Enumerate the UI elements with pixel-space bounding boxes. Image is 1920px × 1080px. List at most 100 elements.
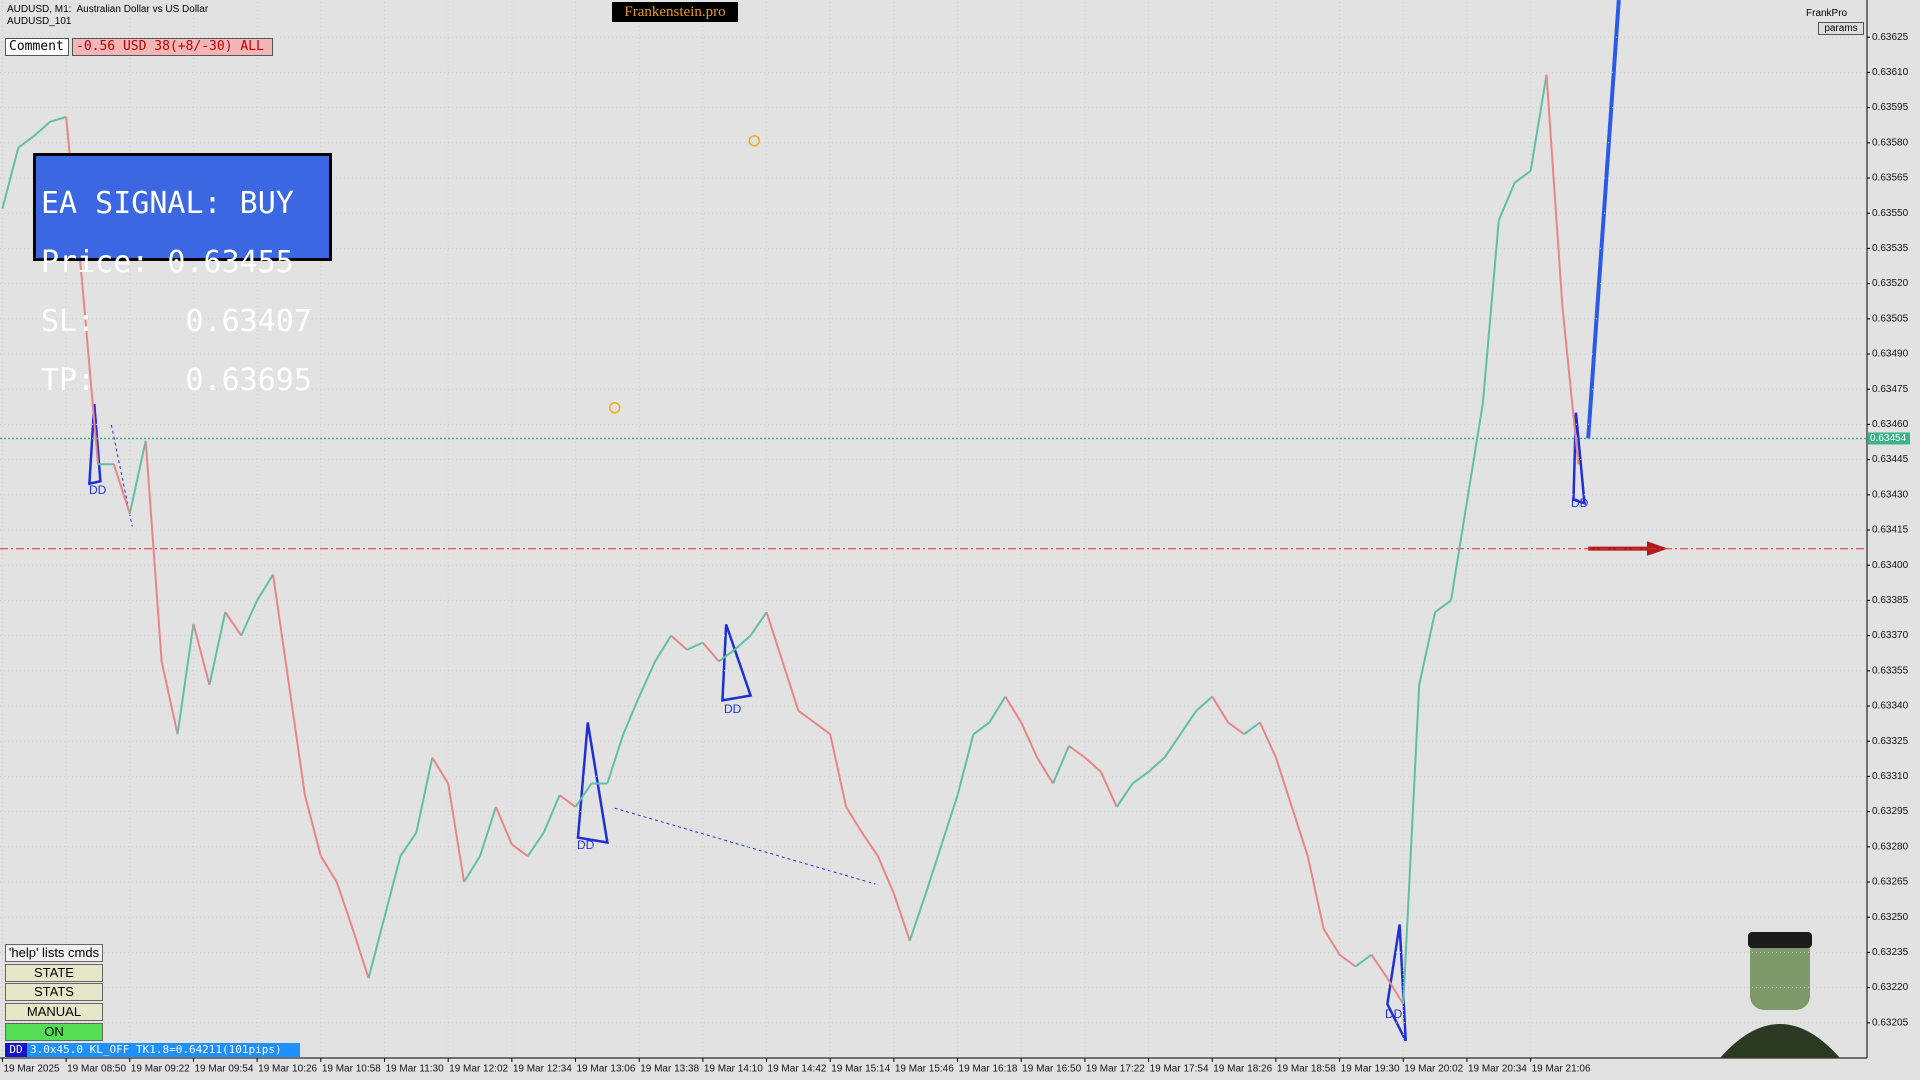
price-segment [526,832,545,857]
x-tick-label: 19 Mar 12:34 [513,1064,572,1075]
signal-line: TP: 0.63695 [41,363,312,398]
price-segment [33,120,51,137]
price-segment [765,611,784,662]
price-segment [861,832,879,857]
brand[interactable]: Frankenstein.pro [612,2,738,22]
y-tick-label: 0.63580 [1872,137,1909,148]
comment-label: Comment [5,38,69,56]
price-segment [622,696,641,735]
price-segment [1052,745,1070,784]
signal-line: Price: 0.63455 [41,245,294,280]
price-segment [287,684,306,796]
on-button[interactable]: ON [5,1023,103,1041]
price-segment [81,281,99,465]
profile: FrankPro [1806,8,1848,19]
y-tick-label: 0.63400 [1872,560,1909,571]
price-segment [1115,782,1134,808]
y-tick-label: 0.63625 [1872,32,1909,43]
x-tick-label: 19 Mar 18:58 [1277,1064,1336,1075]
y-tick-label: 0.63385 [1872,595,1909,606]
y-tick-label: 0.63205 [1872,1017,1909,1028]
price-segment [447,783,466,883]
y-tick-label: 0.63340 [1872,701,1909,712]
y-tick-label: 0.63460 [1872,419,1909,430]
price-segment [574,782,593,808]
dd-label: DD [1385,1007,1403,1021]
manual-button[interactable]: MANUAL [5,1003,103,1021]
y-tick-label: 0.63295 [1872,806,1909,817]
help-button[interactable]: 'help' lists cmds [5,944,103,962]
y-tick-label: 0.63445 [1872,454,1909,465]
y-tick-label: 0.63355 [1872,665,1909,676]
stats-button[interactable]: STATS [5,983,103,1001]
x-tick-label: 19 Mar 20:34 [1468,1064,1527,1075]
sl-arrow-head [1646,541,1668,556]
x-tick-label: 19 Mar 09:54 [194,1064,253,1075]
x-tick-label: 19 Mar 13:06 [577,1064,636,1075]
price-segment [1497,182,1516,221]
mascot-hair [1748,932,1812,948]
mascot-body [1720,1024,1840,1058]
bid-label-box [1868,432,1910,445]
dd-label: DD [89,483,107,497]
y-tick-label: 0.63610 [1872,67,1909,78]
price-segment [1274,757,1293,808]
x-tick-label: 19 Mar 20:02 [1404,1064,1463,1075]
signal-line: SL: 0.63407 [41,304,312,339]
price-segment [479,806,497,857]
price-segment [351,928,370,979]
x-tick-label: 19 Mar 08:50 [67,1064,126,1075]
subtitle: AUDUSD_101 [7,16,72,27]
bid-label: 0.63454 [1870,433,1907,444]
params-button[interactable]: params [1818,22,1864,35]
price-segment [383,855,402,918]
price-segment [272,574,290,686]
price-segment [606,733,625,784]
x-tick-label: 19 Mar 15:14 [831,1064,890,1075]
price-segment [160,661,179,735]
x-tick-label: 19 Mar 17:22 [1086,1064,1145,1075]
x-tick-label: 19 Mar 21:06 [1532,1064,1591,1075]
price-segment [1179,710,1198,735]
price-segment [1004,696,1023,723]
price-segment [1561,306,1580,465]
y-tick-label: 0.63565 [1872,173,1909,184]
x-tick-label: 19 Mar 2025 [3,1064,60,1075]
state-button[interactable]: STATE [5,964,103,982]
price-segment [1,147,20,209]
y-tick-label: 0.63265 [1872,877,1909,888]
x-tick-label: 19 Mar 14:10 [704,1064,763,1075]
y-tick-label: 0.63505 [1872,313,1909,324]
price-segment [1290,806,1309,857]
x-tick-label: 19 Mar 16:50 [1022,1064,1081,1075]
price-segment [542,794,561,834]
price-segment [463,855,481,883]
price-segment [1402,684,1421,1005]
x-tick-label: 19 Mar 10:26 [258,1064,317,1075]
mascot-head [1750,938,1810,1010]
signal-panel: EA SIGNAL: BUY Price: 0.63455 SL: 0.6340… [33,153,332,396]
y-tick-label: 0.63370 [1872,630,1909,641]
price-segment [240,599,259,637]
y-tick-label: 0.63550 [1872,208,1909,219]
signal-line: EA SIGNAL: BUY [41,186,294,221]
price-segment [686,641,704,651]
y-tick-label: 0.63520 [1872,278,1909,289]
y-tick-label: 0.63310 [1872,771,1909,782]
dd-label: DD [1571,496,1589,510]
price-segment [1450,501,1468,601]
price-segment [144,440,163,662]
price-segment [1306,855,1325,930]
price-segment [781,661,800,712]
price-segment [224,611,243,637]
price-segment [1211,696,1230,723]
price-segment [1339,953,1357,968]
price-segment [1195,695,1213,712]
price-segment [559,794,577,808]
x-tick-label: 19 Mar 16:18 [959,1064,1018,1075]
dd-label: DD [577,838,595,852]
price-segment [1163,733,1182,759]
x-tick-label: 19 Mar 19:30 [1341,1064,1400,1075]
price-segment [208,611,227,686]
price-segment [415,757,434,833]
